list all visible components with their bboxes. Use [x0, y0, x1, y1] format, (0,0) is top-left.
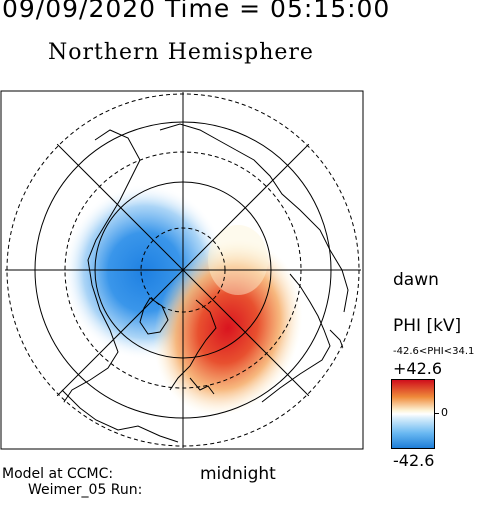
midnight-label: midnight — [200, 464, 276, 484]
date-time-title: 09/09/2020 Time = 05:15:00 — [2, 0, 391, 23]
coastline-eurasia-north — [235, 149, 349, 313]
colorbar-range: -42.6<PHI<34.1 — [393, 346, 475, 357]
dawn-label: dawn — [393, 270, 439, 290]
polar-map-svg — [0, 90, 364, 450]
run-label: Weimer_05 Run: — [28, 482, 143, 498]
meridian-diagonal-b — [56, 143, 310, 397]
colorbar-zero-label: 0 — [441, 406, 448, 419]
map-frame-border — [0, 90, 364, 450]
coastline-north-america — [61, 389, 179, 443]
coastline-scandinavia — [329, 329, 351, 387]
colorbar — [391, 379, 435, 449]
coastline-greenland — [169, 299, 217, 391]
colorbar-zero-tick — [434, 413, 439, 414]
weak-positive-region — [208, 225, 268, 295]
hemisphere-title: Northern Hemisphere — [48, 40, 314, 65]
polar-map — [0, 90, 364, 450]
coastline-americas — [57, 129, 141, 427]
model-label: Model at CCMC: — [2, 466, 114, 482]
positive-potential-cell — [153, 239, 303, 417]
colorbar-min-label: -42.6 — [393, 451, 435, 470]
colorbar-max-label: +42.6 — [393, 359, 443, 378]
graticule — [5, 92, 361, 448]
colorbar-title: PHI [kV] — [393, 316, 462, 336]
coastline-iceland — [189, 377, 215, 395]
coastline-europe — [261, 273, 331, 403]
coastline-siberia — [159, 123, 237, 151]
